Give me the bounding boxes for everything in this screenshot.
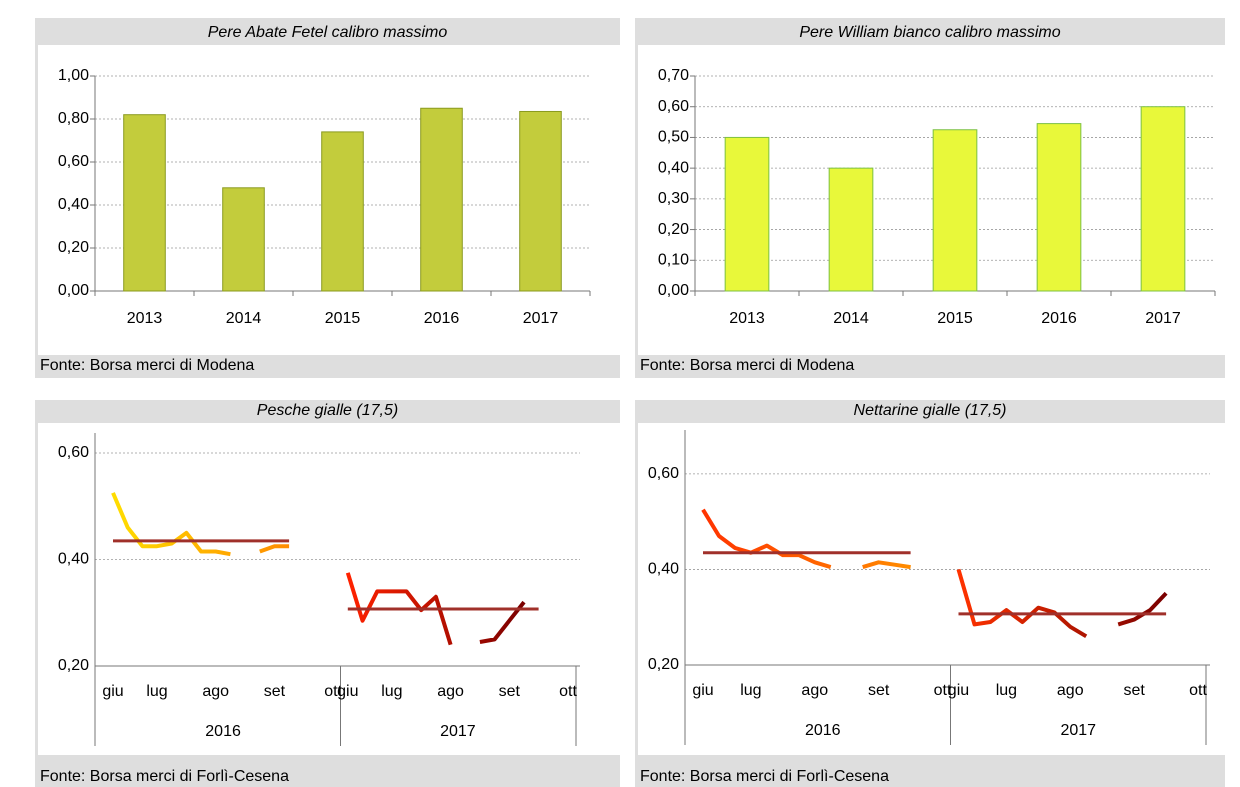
x-tick-label: ago	[202, 683, 229, 700]
x-tick-label: 2015	[325, 310, 361, 327]
x-tick-label: ago	[801, 682, 828, 699]
x-tick-label: giu	[948, 682, 969, 699]
x-tick-label: ago	[1057, 682, 1084, 699]
y-tick-label: 0,60	[648, 465, 679, 482]
bar	[724, 136, 770, 292]
x-tick-label: 2014	[226, 310, 262, 327]
group-label: 2016	[205, 723, 241, 740]
chart-title: Pere Abate Fetel calibro massimo	[208, 24, 448, 41]
y-tick-label: 0,20	[58, 239, 89, 256]
x-tick-label: ott	[1189, 682, 1207, 699]
chart-title: Pesche gialle (17,5)	[257, 402, 398, 419]
y-tick-label: 1,00	[58, 67, 89, 84]
bar	[1036, 123, 1082, 292]
price-line	[701, 508, 911, 570]
x-tick-label: 2014	[833, 310, 869, 327]
group-label: 2017	[1060, 722, 1096, 739]
y-tick-label: 0,80	[58, 110, 89, 127]
source-note: Fonte: Borsa merci di Modena	[640, 357, 854, 374]
y-tick-label: 0,20	[658, 221, 689, 238]
source-note: Fonte: Borsa merci di Forlì-Cesena	[40, 768, 289, 785]
y-tick-label: 0,60	[58, 444, 89, 461]
bar	[1140, 106, 1186, 292]
x-tick-label: lug	[740, 682, 761, 699]
y-tick-label: 0,10	[658, 252, 689, 269]
x-tick-label: lug	[996, 682, 1017, 699]
y-tick-label: 0,60	[658, 98, 689, 115]
x-tick-label: lug	[146, 683, 167, 700]
x-tick-label: set	[264, 683, 286, 700]
x-tick-label: lug	[381, 683, 402, 700]
x-tick-label: 2013	[729, 310, 765, 327]
y-tick-label: 0,30	[658, 190, 689, 207]
x-tick-label: 2015	[937, 310, 973, 327]
x-tick-label: ott	[559, 683, 577, 700]
x-tick-label: set	[1123, 682, 1145, 699]
price-line	[345, 572, 526, 646]
group-label: 2016	[805, 722, 841, 739]
plot-area	[38, 423, 620, 755]
x-tick-label: giu	[102, 683, 123, 700]
price-line	[111, 492, 290, 557]
x-tick-label: 2013	[127, 310, 163, 327]
bar	[222, 187, 265, 292]
x-tick-label: set	[868, 682, 890, 699]
x-tick-label: giu	[692, 682, 713, 699]
y-tick-label: 0,20	[58, 657, 89, 674]
x-tick-label: ago	[437, 683, 464, 700]
y-tick-label: 0,60	[58, 153, 89, 170]
bar	[828, 167, 874, 292]
y-tick-label: 0,20	[648, 656, 679, 673]
chart-title: Pere William bianco calibro massimo	[799, 24, 1060, 41]
chart-title: Nettarine gialle (17,5)	[854, 402, 1007, 419]
bar	[123, 114, 166, 292]
y-tick-label: 0,40	[58, 551, 89, 568]
x-tick-label: 2016	[1041, 310, 1077, 327]
x-tick-label: set	[499, 683, 521, 700]
bar	[321, 131, 364, 292]
y-tick-label: 0,00	[658, 282, 689, 299]
source-note: Fonte: Borsa merci di Forlì-Cesena	[640, 768, 889, 785]
x-tick-label: 2017	[1145, 310, 1181, 327]
source-note: Fonte: Borsa merci di Modena	[40, 357, 254, 374]
x-tick-label: 2017	[523, 310, 559, 327]
group-label: 2017	[440, 723, 476, 740]
y-tick-label: 0,70	[658, 67, 689, 84]
x-tick-label: ott	[934, 682, 952, 699]
bar	[932, 129, 978, 292]
y-tick-label: 0,40	[58, 196, 89, 213]
plot-area	[638, 423, 1225, 755]
x-tick-label: giu	[337, 683, 358, 700]
y-tick-label: 0,40	[658, 159, 689, 176]
y-tick-label: 0,00	[58, 282, 89, 299]
x-tick-label: ott	[324, 683, 342, 700]
y-tick-label: 0,40	[648, 561, 679, 578]
bar	[420, 107, 463, 292]
bar	[519, 110, 562, 292]
y-tick-label: 0,50	[658, 129, 689, 146]
x-tick-label: 2016	[424, 310, 460, 327]
